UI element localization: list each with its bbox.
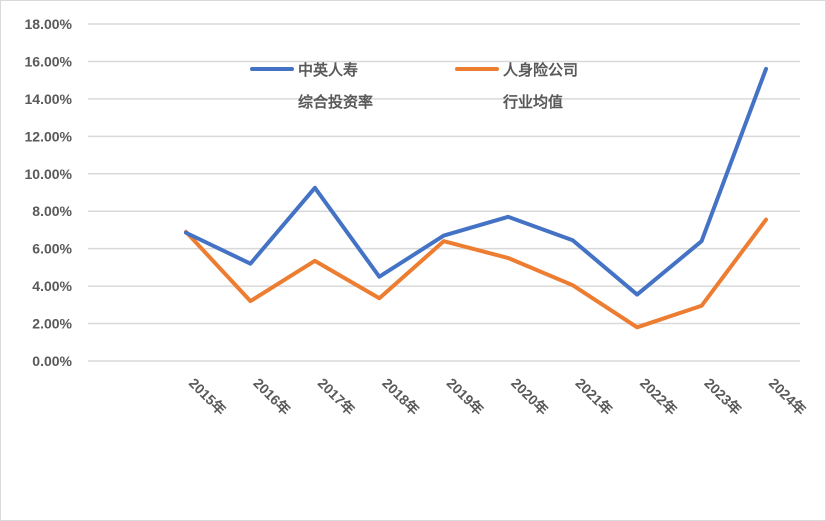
x-axis-labels: 2015年 2016年 2017年 2018年 2019年 2020年 2021年 2022年… <box>186 375 809 418</box>
y-tick-label: 0.00% <box>32 353 72 369</box>
y-axis-labels: 0.00% 2.00% 4.00% 6.00% 8.00% 10.00% 12.00% 14.… <box>25 16 73 369</box>
gridlines <box>88 23 800 362</box>
series-line <box>184 66 768 297</box>
x-tick-label: 2023年 <box>701 375 744 418</box>
y-tick-label: 8.00% <box>32 203 72 219</box>
y-tick-label: 6.00% <box>32 241 72 257</box>
y-tick-label: 18.00% <box>25 16 73 32</box>
y-tick-label: 16.00% <box>25 53 73 69</box>
x-tick-label: 2018年 <box>379 375 422 418</box>
series-lines <box>184 66 768 330</box>
x-tick-label: 2024年 <box>766 375 809 418</box>
y-tick-label: 14.00% <box>25 91 73 107</box>
x-tick-label: 2022年 <box>637 375 680 418</box>
x-tick-label: 2016年 <box>250 375 293 418</box>
x-tick-label: 2019年 <box>444 375 487 418</box>
y-tick-label: 2.00% <box>32 316 72 332</box>
legend-label: 综合投资率 <box>298 93 373 111</box>
x-tick-label: 2015年 <box>186 375 229 418</box>
y-tick-label: 10.00% <box>25 166 73 182</box>
x-tick-label: 2020年 <box>508 375 551 418</box>
y-tick-label: 12.00% <box>25 128 73 144</box>
x-tick-label: 2017年 <box>315 375 358 418</box>
x-tick-label: 2021年 <box>573 375 616 418</box>
y-tick-label: 4.00% <box>32 278 72 294</box>
series-line <box>184 217 768 330</box>
legend-label: 人身险公司 <box>503 61 578 79</box>
legend-label: 行业均值 <box>502 93 563 111</box>
legend-label: 中英人寿 <box>298 61 358 79</box>
